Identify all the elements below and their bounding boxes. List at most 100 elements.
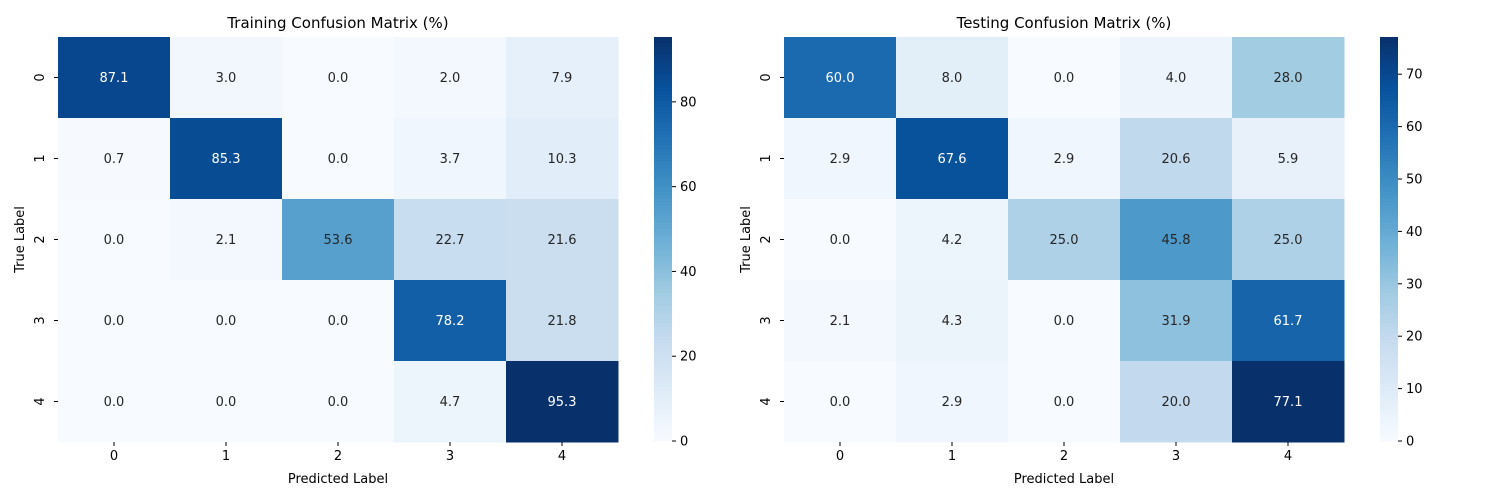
colorbar-segment (1380, 340, 1398, 344)
colorbar-segment (654, 427, 672, 432)
cell-value-label: 2.0 (440, 71, 461, 86)
colorbar-segment (654, 403, 672, 408)
cell-value-label: 0.0 (1054, 395, 1075, 410)
cell-value-label: 0.0 (830, 395, 851, 410)
colorbar-segment (1380, 326, 1398, 331)
colorbar-segment (1380, 131, 1398, 136)
colorbar-segment (1380, 107, 1398, 112)
colorbar-segment (654, 340, 672, 344)
colorbar-segment (654, 269, 672, 274)
colorbar-segment (1380, 373, 1398, 378)
colorbar-segment (1380, 111, 1398, 116)
colorbar-segment (654, 127, 672, 132)
colorbar-segment (1380, 74, 1398, 78)
colorbar-segment (654, 373, 672, 378)
colorbar-segment (1380, 430, 1398, 435)
colorbar-segment (654, 148, 672, 153)
colorbar-segment (654, 319, 672, 324)
colorbar-segment (1380, 417, 1398, 422)
heatmap-cell (1232, 118, 1345, 200)
colorbar-segment (1380, 90, 1398, 95)
colorbar-segment (654, 390, 672, 395)
colorbar-segment (654, 104, 672, 109)
colorbar-segment (654, 356, 672, 361)
colorbar-segment (1380, 225, 1398, 230)
cell-value-label: 3.0 (216, 71, 237, 86)
cell-value-label: 0.0 (328, 395, 349, 410)
heatmap-cell (1120, 280, 1233, 362)
heatmap-cell (394, 37, 507, 119)
colorbar-segment (1380, 239, 1398, 243)
colorbar-segment (654, 90, 672, 95)
colorbar-tick-label: 20 (680, 350, 697, 365)
colorbar-segment (1380, 37, 1398, 41)
colorbar-segment (1380, 201, 1398, 206)
colorbar-segment (1380, 410, 1398, 415)
y-axis-label: True Label (739, 206, 754, 274)
colorbar-segment (654, 141, 672, 146)
colorbar-segment (654, 353, 672, 358)
colorbar-segment (654, 74, 672, 78)
colorbar-segment (1380, 306, 1398, 311)
colorbar-segment (1380, 269, 1398, 274)
colorbar-segment (654, 63, 672, 68)
colorbar-segment (1380, 272, 1398, 277)
cell-value-label: 2.1 (830, 314, 851, 329)
colorbar-segment (1380, 195, 1398, 200)
colorbar-segment (654, 117, 672, 122)
cell-value-label: 2.9 (830, 152, 851, 167)
colorbar-segment (1380, 420, 1398, 425)
colorbar-segment (1380, 117, 1398, 122)
heatmap-cell (170, 37, 283, 119)
x-tick-label: 4 (1284, 449, 1292, 464)
colorbar-segment (654, 400, 672, 405)
colorbar-segment (654, 417, 672, 422)
colorbar-segment (1380, 47, 1398, 52)
x-tick-label: 3 (1172, 449, 1180, 464)
colorbar-segment (1380, 144, 1398, 149)
colorbar-segment (1380, 218, 1398, 223)
heatmap-cell (58, 199, 171, 281)
cell-value-label: 0.7 (104, 152, 125, 167)
colorbar-segment (654, 323, 672, 328)
colorbar-segment (1380, 407, 1398, 412)
colorbar-segment (654, 235, 672, 240)
heatmap-cell (394, 280, 507, 362)
colorbar-segment (654, 50, 672, 55)
cell-value-label: 60.0 (826, 71, 855, 86)
colorbar-tick-label: 0 (680, 435, 688, 450)
colorbar-segment (1380, 161, 1398, 166)
colorbar-segment (1380, 424, 1398, 429)
colorbar-segment (1380, 232, 1398, 237)
colorbar-tick-label: 60 (1406, 120, 1423, 135)
colorbar-segment (654, 377, 672, 381)
colorbar-segment (1380, 276, 1398, 280)
chart-title: Testing Confusion Matrix (%) (956, 14, 1172, 32)
y-tick-label: 0 (759, 73, 774, 81)
colorbar-segment (1380, 63, 1398, 68)
colorbar-segment (1380, 437, 1398, 442)
colorbar-segment (654, 94, 672, 99)
colorbar-segment (1380, 77, 1398, 82)
colorbar-segment (654, 161, 672, 166)
colorbar-segment (654, 380, 672, 385)
heatmap-cell (170, 199, 283, 281)
colorbar-segment (654, 80, 672, 85)
colorbar-tick-label: 40 (680, 265, 697, 280)
cell-value-label: 67.6 (938, 152, 967, 167)
cell-value-label: 0.0 (216, 314, 237, 329)
colorbar-segment (1380, 262, 1398, 267)
heatmap-cell (784, 118, 897, 200)
colorbar-tick-label: 0 (1406, 435, 1414, 450)
colorbar-segment (654, 292, 672, 297)
colorbar-segment (654, 279, 672, 284)
colorbar-segment (654, 289, 672, 294)
y-axis-label: True Label (13, 206, 28, 274)
y-tick-label: 4 (759, 397, 774, 405)
colorbar-segment (654, 100, 672, 105)
colorbar-segment (1380, 245, 1398, 250)
colorbar-segment (654, 84, 672, 89)
colorbar-segment (1380, 181, 1398, 186)
colorbar-segment (654, 107, 672, 112)
